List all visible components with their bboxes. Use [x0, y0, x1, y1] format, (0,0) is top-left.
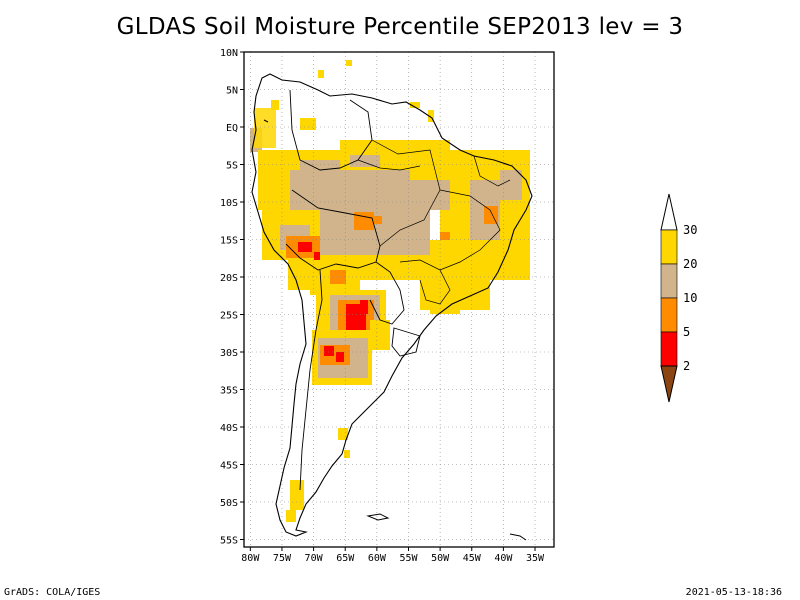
lon-tick-label: 40W: [494, 553, 513, 564]
shade-cell: [330, 270, 346, 284]
lat-tick-label: 5N: [226, 86, 238, 97]
shade-cell: [290, 480, 304, 510]
coastline: [251, 73, 533, 541]
percentile-shading: [250, 60, 530, 522]
continent-outline: [251, 73, 533, 537]
longitude-labels: 80W 75W 70W 65W 60W 55W 50W 45W 40W 35W: [241, 547, 545, 564]
lat-tick-label: 25S: [220, 311, 238, 322]
lat-tick-label: 55S: [220, 536, 238, 547]
legend-label: 30: [683, 223, 697, 237]
shade-cell: [336, 352, 344, 362]
legend-swatch-20-30: [660, 229, 678, 265]
colorbar-legend: 30 20 10 5 2: [660, 193, 697, 403]
lon-tick-label: 45W: [463, 553, 482, 564]
lon-tick-label: 70W: [305, 553, 324, 564]
state-border: [473, 155, 511, 187]
lat-tick-label: 40S: [220, 423, 238, 434]
shade-cell: [271, 100, 279, 110]
shade-cell: [500, 170, 522, 200]
falkland-islands: [366, 513, 390, 521]
border-line: [299, 269, 323, 491]
lat-tick-label: EQ: [226, 123, 238, 134]
lon-tick-label: 80W: [241, 553, 260, 564]
shade-cell: [298, 242, 312, 252]
shade-cell: [314, 252, 320, 260]
border-line: [391, 327, 421, 357]
state-border: [399, 189, 501, 271]
lat-tick-label: 10N: [220, 48, 238, 59]
shade-cell: [254, 108, 276, 148]
lon-tick-label: 65W: [336, 553, 355, 564]
footer-credit: GrADS: COLA/IGES: [4, 587, 101, 598]
legend-label: 5: [683, 325, 690, 339]
state-border: [419, 269, 451, 305]
shade-cell: [344, 450, 350, 458]
lat-tick-label: 5S: [226, 161, 238, 172]
shade-cell: [350, 155, 380, 167]
lon-tick-label: 75W: [273, 553, 292, 564]
state-border: [357, 159, 421, 171]
lat-tick-label: 10S: [220, 198, 238, 209]
plot-frame: [243, 51, 555, 548]
island-outline: [263, 119, 269, 123]
shade-cell: [318, 70, 324, 78]
lon-tick-label: 60W: [368, 553, 387, 564]
shade-cell: [410, 102, 420, 108]
map-title: GLDAS Soil Moisture Percentile SEP2013 l…: [116, 14, 684, 40]
shade-cell: [390, 180, 450, 210]
shade-cell: [324, 346, 334, 356]
latitude-labels: 10N 5N EQ 5S 10S 15S 20S 25S 30S 35S 40S 45S 50S 55S: [220, 48, 244, 547]
shade-cell: [370, 320, 390, 350]
border-line: [369, 261, 405, 325]
legend-label: 2: [683, 359, 690, 373]
lat-tick-label: 35S: [220, 386, 238, 397]
lat-tick-label: 30S: [220, 348, 238, 359]
shade-cell: [346, 60, 352, 66]
shade-cell: [338, 428, 348, 440]
island-outline: [509, 533, 527, 541]
shade-cell: [354, 212, 374, 230]
lat-tick-label: 45S: [220, 461, 238, 472]
lat-tick-label: 15S: [220, 236, 238, 247]
legend-label: 20: [683, 257, 697, 271]
border-line: [289, 89, 373, 171]
shade-cell: [300, 160, 340, 175]
shade-cell: [428, 110, 434, 122]
legend-swatch-2-5: [660, 331, 678, 367]
shade-cell: [360, 300, 368, 314]
lat-tick-label: 50S: [220, 498, 238, 509]
shade-cell: [286, 510, 296, 522]
shade-cell: [440, 232, 450, 240]
map-grid: [244, 51, 554, 547]
footer-timestamp: 2021-05-13-18:36: [685, 587, 782, 598]
legend-label: 10: [683, 291, 697, 305]
legend-swatch-below-2: [660, 365, 678, 403]
legend-swatch-above-30: [660, 193, 678, 231]
lon-tick-label: 50W: [431, 553, 450, 564]
lon-tick-label: 35W: [526, 553, 545, 564]
legend-swatch-10-20: [660, 263, 678, 299]
lat-tick-label: 20S: [220, 273, 238, 284]
lon-tick-label: 55W: [399, 553, 418, 564]
legend-swatch-5-10: [660, 297, 678, 333]
